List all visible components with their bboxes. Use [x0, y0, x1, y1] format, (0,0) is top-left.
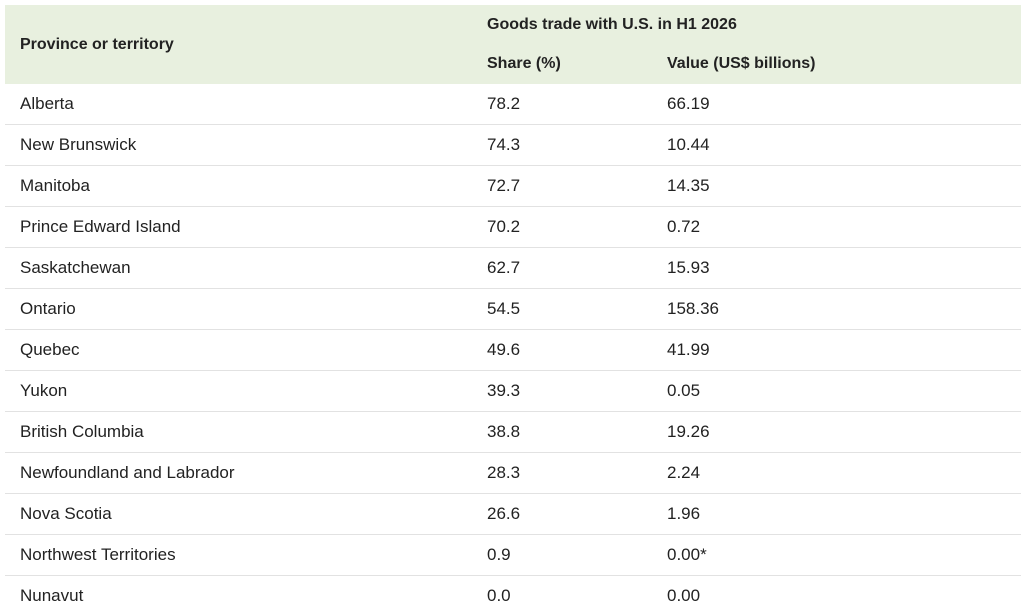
cell-region: Manitoba	[5, 165, 472, 207]
cell-value: 41.99	[652, 329, 1021, 371]
cell-region: Nunavut	[20, 586, 84, 605]
cell-share: 70.2	[472, 206, 652, 248]
cell-value: 0.05	[652, 370, 1021, 412]
cell-value: 2.24	[652, 452, 1021, 494]
cell-value: 0.00	[667, 586, 701, 605]
cell-region: Newfoundland and Labrador	[5, 452, 472, 494]
cell-value: 0.72	[652, 206, 1021, 248]
cell-share: 0.9	[472, 534, 652, 576]
cell-region: New Brunswick	[5, 124, 472, 166]
cell-share: 0.0	[487, 586, 511, 605]
table-row: Nova Scotia 26.6 1.96	[5, 493, 1021, 535]
table-row: Yukon 39.3 0.05	[5, 370, 1021, 412]
header-row-group: Province or territory Goods trade with U…	[5, 5, 1021, 53]
cell-value: 10.44	[652, 124, 1021, 166]
trade-table: Province or territory Goods trade with U…	[5, 5, 1021, 616]
table-row: Ontario 54.5 158.36	[5, 288, 1021, 330]
cell-value: 14.35	[652, 165, 1021, 207]
cell-region: Alberta	[5, 84, 472, 125]
table-header: Province or territory Goods trade with U…	[5, 5, 1021, 84]
table-row: Alberta 78.2 66.19	[5, 84, 1021, 125]
table-row: New Brunswick 74.3 10.44	[5, 124, 1021, 166]
table-row: Quebec 49.6 41.99	[5, 329, 1021, 371]
table-row: Newfoundland and Labrador 28.3 2.24	[5, 452, 1021, 494]
table-row: Manitoba 72.7 14.35	[5, 165, 1021, 207]
cell-region: Yukon	[5, 370, 472, 412]
cell-share: 38.8	[472, 411, 652, 453]
cell-region: Ontario	[5, 288, 472, 330]
cell-value: 15.93	[652, 247, 1021, 289]
table-row: Nunavut 0.0 0.00	[5, 576, 1021, 616]
cell-share: 49.6	[472, 329, 652, 371]
cell-region: British Columbia	[5, 411, 472, 453]
table-row: British Columbia 38.8 19.26	[5, 411, 1021, 453]
cell-share: 39.3	[472, 370, 652, 412]
column-header-value: Value (US$ billions)	[667, 55, 816, 72]
column-header-province: Province or territory	[20, 35, 174, 53]
cell-value: 66.19	[652, 84, 1021, 125]
cell-value: 0.00*	[652, 534, 1021, 576]
cell-share: 26.6	[472, 493, 652, 535]
cell-value: 1.96	[652, 493, 1021, 535]
cell-share: 72.7	[472, 165, 652, 207]
trade-table-container: Province or territory Goods trade with U…	[5, 5, 1021, 616]
table-row: Northwest Territories 0.9 0.00*	[5, 534, 1021, 576]
cell-region: Quebec	[5, 329, 472, 371]
cell-region: Northwest Territories	[5, 534, 472, 576]
cell-share: 74.3	[472, 124, 652, 166]
table-row: Saskatchewan 62.7 15.93	[5, 247, 1021, 289]
cell-share: 62.7	[472, 247, 652, 289]
cell-region: Nova Scotia	[5, 493, 472, 535]
cell-value: 19.26	[652, 411, 1021, 453]
cell-region: Saskatchewan	[5, 247, 472, 289]
cell-share: 54.5	[472, 288, 652, 330]
cell-share: 28.3	[472, 452, 652, 494]
cell-share: 78.2	[472, 84, 652, 125]
cell-region: Prince Edward Island	[5, 206, 472, 248]
table-row: Prince Edward Island 70.2 0.72	[5, 206, 1021, 248]
column-header-share: Share (%)	[487, 55, 561, 72]
column-group-header-trade: Goods trade with U.S. in H1 2026	[487, 15, 737, 33]
table-body: Alberta 78.2 66.19 New Brunswick 74.3 10…	[5, 84, 1021, 616]
cell-value: 158.36	[652, 288, 1021, 330]
